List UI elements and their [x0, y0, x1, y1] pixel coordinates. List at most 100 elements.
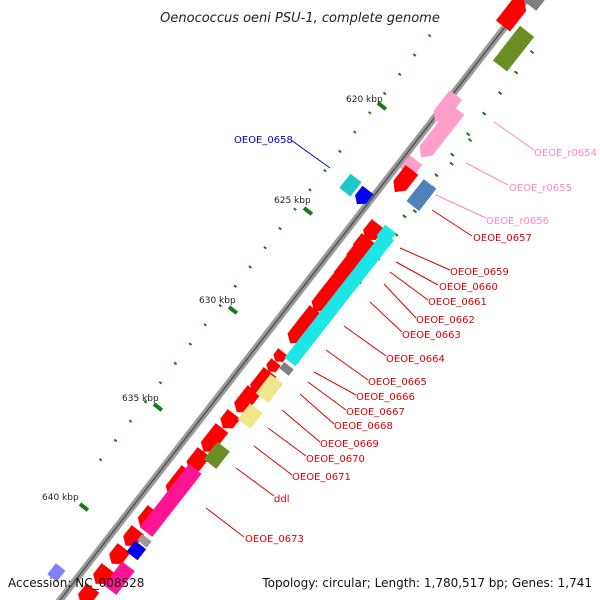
leader-0669: [281, 409, 321, 443]
leader-r0654: [493, 121, 535, 151]
gene-red-top-arrow: [495, 0, 527, 32]
minor-tick: [482, 111, 487, 116]
minor-tick: [98, 458, 103, 462]
gene-label-pink: OEOE_r0656: [486, 216, 549, 227]
gene-0667: [250, 367, 277, 395]
gene-label-red: OEOE_0661: [428, 297, 487, 308]
minor-tick: [513, 70, 519, 75]
minor-tick: [466, 132, 471, 137]
gene-label-red: OEOE_0660: [439, 282, 498, 293]
rrna-r0654: [433, 90, 463, 122]
leader-0664: [343, 325, 387, 357]
gene-gray-b: [137, 534, 152, 548]
leader-r0656: [435, 194, 487, 219]
gene-magenta-long: [139, 464, 202, 537]
gene-label-red: OEOE_0673: [245, 534, 304, 545]
leader-ddl: [235, 467, 275, 497]
gene-0662: [333, 253, 362, 282]
gene-label-red: OEOE_0666: [356, 392, 415, 403]
minor-tick: [233, 284, 238, 289]
leader-0665: [325, 349, 369, 381]
minor-tick: [218, 303, 223, 308]
gene-oeoe-0657: [393, 165, 419, 193]
gene-gray-small: [279, 362, 294, 376]
minor-tick: [143, 400, 148, 404]
minor-tick: [529, 49, 535, 55]
major-ticks: [78, 101, 388, 512]
leader-0666: [313, 371, 357, 396]
minor-tick: [173, 361, 178, 366]
gene-label-red: OEOE_0667: [346, 407, 405, 418]
gene-blue-edge: [47, 563, 66, 582]
genome-summary-text: Topology: circular; Length: 1,780,517 bp…: [261, 576, 592, 590]
gene-oeoe-0658-navy: [355, 185, 374, 205]
gene-label-red: OEOE_0663: [402, 330, 461, 341]
leader-0673: [205, 507, 245, 538]
kbp-labels: 620 kbp 625 kbp 630 kbp 635 kbp 640 kbp: [42, 95, 383, 503]
leader-0671: [253, 445, 293, 476]
gene-0666: [266, 358, 281, 372]
gene-0665: [273, 348, 288, 362]
leader-0657: [431, 209, 473, 237]
gene-label-red: OEOE_0670: [306, 454, 365, 465]
major-tick-625: [302, 206, 314, 216]
minor-tick: [248, 265, 252, 269]
rrna-r0655: [419, 105, 465, 158]
gene-olive-mid: [203, 441, 230, 469]
minor-tick: [427, 33, 432, 38]
leader-r0655: [465, 162, 509, 186]
minor-tick: [450, 152, 455, 157]
leader-0663: [369, 301, 403, 333]
major-tick-635: [152, 402, 164, 412]
gene-khaki-2: [237, 403, 263, 429]
gene-label-pink: OEOE_r0654: [534, 148, 597, 159]
minor-tick: [402, 214, 407, 219]
minor-tick: [368, 111, 372, 115]
gene-label-red: OEOE_0664: [386, 354, 445, 365]
leader-0668: [299, 393, 335, 425]
gene-label-red: OEOE_0671: [292, 472, 351, 483]
gene-0669: [220, 409, 241, 429]
minor-tick: [412, 209, 417, 214]
map-title: Oenococcus oeni PSU-1, complete genome: [160, 11, 440, 26]
gene-label-red: OEOE_0659: [450, 267, 509, 278]
minor-tick: [497, 91, 503, 96]
kbp-label: 635 kbp: [122, 394, 159, 404]
gene-0671: [186, 447, 211, 472]
gene-navy-b: [126, 540, 147, 561]
minor-tick: [113, 438, 118, 443]
minor-tick: [449, 161, 454, 166]
minor-tick: [308, 188, 312, 192]
gene-magenta-b: [103, 561, 135, 595]
leader-oeoe-0658: [290, 139, 331, 169]
major-tick-630: [227, 305, 239, 315]
minor-tick: [323, 168, 327, 173]
kbp-label: 620 kbp: [346, 95, 383, 105]
gene-cyan-head: [376, 224, 397, 245]
gene-0664: [287, 305, 323, 344]
leader-0667: [307, 381, 347, 411]
minor-tick: [412, 53, 417, 57]
minor-tick: [293, 207, 297, 211]
minor-tick: [278, 226, 282, 231]
minor-tick: [158, 380, 163, 385]
kbp-label: 625 kbp: [274, 196, 311, 206]
kbp-label: 630 kbp: [199, 296, 236, 306]
gene-oeoe-0658-cyan: [339, 173, 362, 197]
minor-tick: [128, 419, 133, 423]
minor-tick: [338, 149, 342, 154]
major-tick-620: [376, 101, 388, 111]
gene-steelblue: [406, 179, 437, 211]
gene-olive-top: [492, 25, 535, 72]
gene-features: [47, 0, 555, 600]
minor-tick: [397, 72, 402, 77]
gene-label-red: ddl: [274, 494, 289, 505]
minor-tick: [188, 342, 193, 346]
leader-0662: [383, 283, 417, 319]
gene-0670: [200, 423, 229, 452]
minor-tick: [353, 130, 357, 134]
kbp-label: 640 kbp: [42, 493, 79, 503]
minor-tick: [263, 245, 267, 250]
leader-0661: [389, 271, 429, 301]
